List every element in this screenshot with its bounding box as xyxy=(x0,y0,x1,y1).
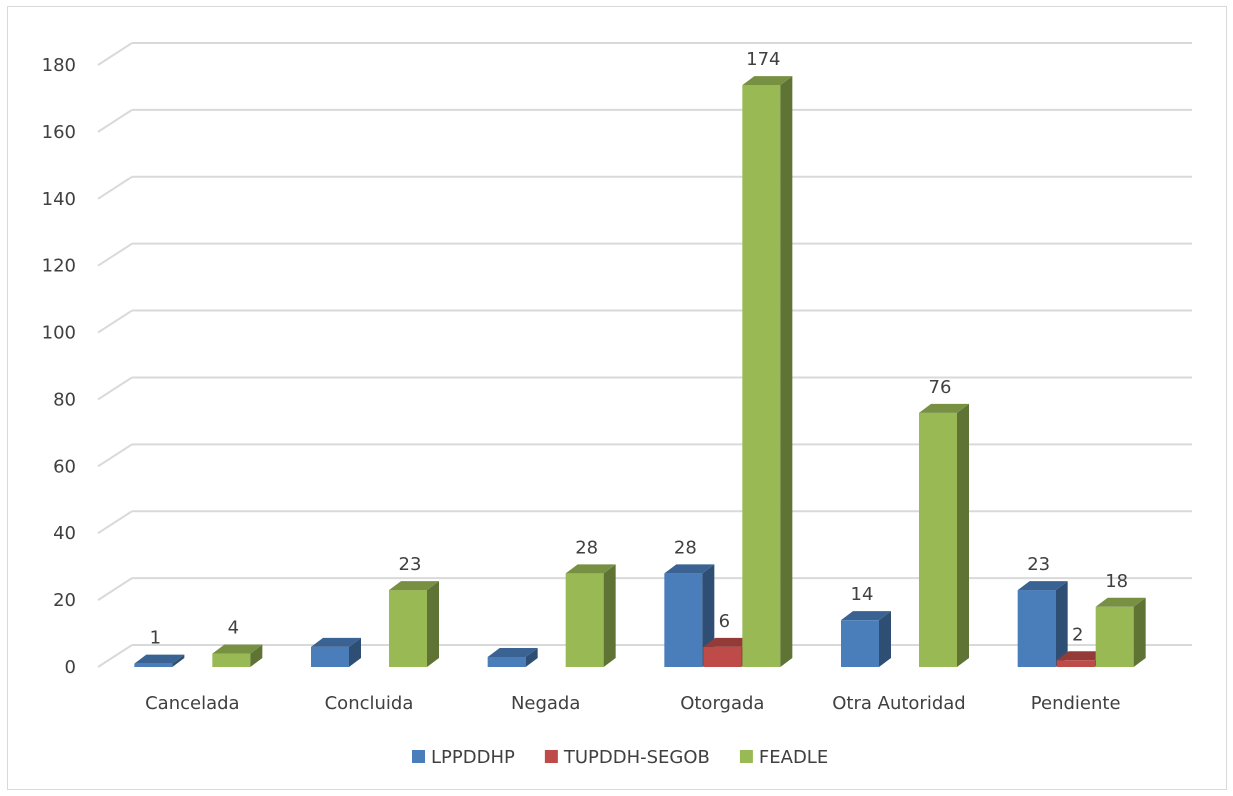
data-label: 174 xyxy=(746,49,780,70)
y-tick-label: 100 xyxy=(42,323,76,344)
legend-label: LPPDDHP xyxy=(431,747,515,768)
y-tick-label: 0 xyxy=(65,657,76,678)
bar-side-0-0 xyxy=(172,654,185,667)
bar-3-0 xyxy=(664,573,703,667)
legend-swatch xyxy=(412,750,425,763)
bar-3-2 xyxy=(742,85,781,668)
bar-top-3-2 xyxy=(742,76,793,86)
y-axis-ticks: 0 20 40 60 80 100 120 140 160 180 xyxy=(42,55,76,678)
bar-side-5-0 xyxy=(1055,581,1068,667)
bar-top-4-2 xyxy=(919,403,969,413)
data-label: 6 xyxy=(719,611,730,632)
bar-side-1-2 xyxy=(427,581,439,667)
gridline-diagonal xyxy=(97,443,133,468)
category-label: Pendiente xyxy=(1031,693,1121,714)
bar-top-5-2 xyxy=(1095,597,1146,607)
bar-top-4-0 xyxy=(841,611,891,621)
chart-frame: 0 20 40 60 80 100 120 140 160 180 1 4 23 28 28 6 174 14 7… xyxy=(7,6,1227,790)
bar-side-4-0 xyxy=(879,611,891,667)
data-label: 23 xyxy=(1027,554,1050,575)
category-label: Cancelada xyxy=(145,693,239,714)
data-label: 76 xyxy=(929,377,952,398)
gridline-diagonal xyxy=(97,309,133,334)
bar-1-2 xyxy=(389,590,427,667)
y-tick-label: 60 xyxy=(53,456,76,477)
y-tick-label: 160 xyxy=(42,122,76,143)
bar-1-0 xyxy=(311,646,349,667)
y-tick-label: 120 xyxy=(42,256,76,277)
bar-0-0 xyxy=(134,663,173,667)
bar-side-5-2 xyxy=(1133,597,1146,667)
gridline-diagonal xyxy=(97,175,133,200)
y-tick-label: 40 xyxy=(53,523,76,544)
bar-side-2-2 xyxy=(603,564,616,667)
bar-top-2-0 xyxy=(487,647,538,657)
bar-top-5-1 xyxy=(1056,651,1107,661)
bar-5-2 xyxy=(1095,606,1134,667)
bar-side-3-2 xyxy=(780,76,793,668)
bar-top-0-0 xyxy=(134,654,185,664)
category-label: Concluida xyxy=(325,693,414,714)
gridline-diagonal xyxy=(97,577,133,601)
bar-side-4-2 xyxy=(957,403,969,667)
y-tick-label: 80 xyxy=(53,389,76,410)
legend: LPPDDHP TUPDDH-SEGOB FEADLE xyxy=(412,747,828,768)
data-label: 4 xyxy=(228,618,239,639)
bar-4-0 xyxy=(841,620,879,667)
bar-5-0 xyxy=(1017,590,1056,667)
bar-3-1 xyxy=(703,646,742,667)
y-tick-label: 180 xyxy=(42,55,76,76)
bar-top-3-0 xyxy=(664,564,715,574)
gridline-diagonal xyxy=(97,242,133,267)
bar-side-1-0 xyxy=(349,637,361,667)
legend-label: FEADLE xyxy=(759,747,828,768)
data-label: 2 xyxy=(1072,624,1083,645)
y-tick-label: 140 xyxy=(42,189,76,210)
y-tick-label: 20 xyxy=(53,590,76,611)
gridline-diagonal xyxy=(97,644,133,668)
category-label: Otorgada xyxy=(680,693,764,714)
gridlines xyxy=(97,42,1192,668)
bar-top-0-2 xyxy=(212,644,263,654)
category-label: Otra Autoridad xyxy=(832,693,965,714)
bars xyxy=(134,76,1146,668)
category-label: Negada xyxy=(511,693,580,714)
bar-0-2 xyxy=(212,653,251,667)
bar-top-2-2 xyxy=(565,564,616,574)
bar-top-1-2 xyxy=(389,581,439,591)
gridline-diagonal xyxy=(97,510,133,535)
legend-swatch xyxy=(739,750,753,763)
bar-5-1 xyxy=(1056,660,1095,667)
legend-label: TUPDDH-SEGOB xyxy=(563,747,710,768)
gridline-diagonal xyxy=(97,376,133,401)
bar-side-2-0 xyxy=(525,647,538,667)
x-axis-categories: Cancelada Concluida Negada Otorgada Otra Aut… xyxy=(145,693,1120,714)
bar-top-1-0 xyxy=(311,637,361,647)
bar-top-5-0 xyxy=(1017,581,1068,591)
gridline-diagonal xyxy=(97,42,133,66)
legend-swatch xyxy=(544,750,558,763)
data-label: 23 xyxy=(399,554,422,575)
bar-top-3-1 xyxy=(703,637,754,647)
data-label: 28 xyxy=(575,537,598,558)
bar-4-2 xyxy=(919,412,957,667)
bar-2-2 xyxy=(565,573,604,667)
data-label: 1 xyxy=(150,628,161,649)
gridline-diagonal xyxy=(97,109,133,133)
data-label: 14 xyxy=(851,584,874,605)
bar-2-0 xyxy=(487,656,526,667)
data-label: 28 xyxy=(674,537,697,558)
data-label: 18 xyxy=(1105,571,1128,592)
bar-side-0-2 xyxy=(250,644,263,667)
